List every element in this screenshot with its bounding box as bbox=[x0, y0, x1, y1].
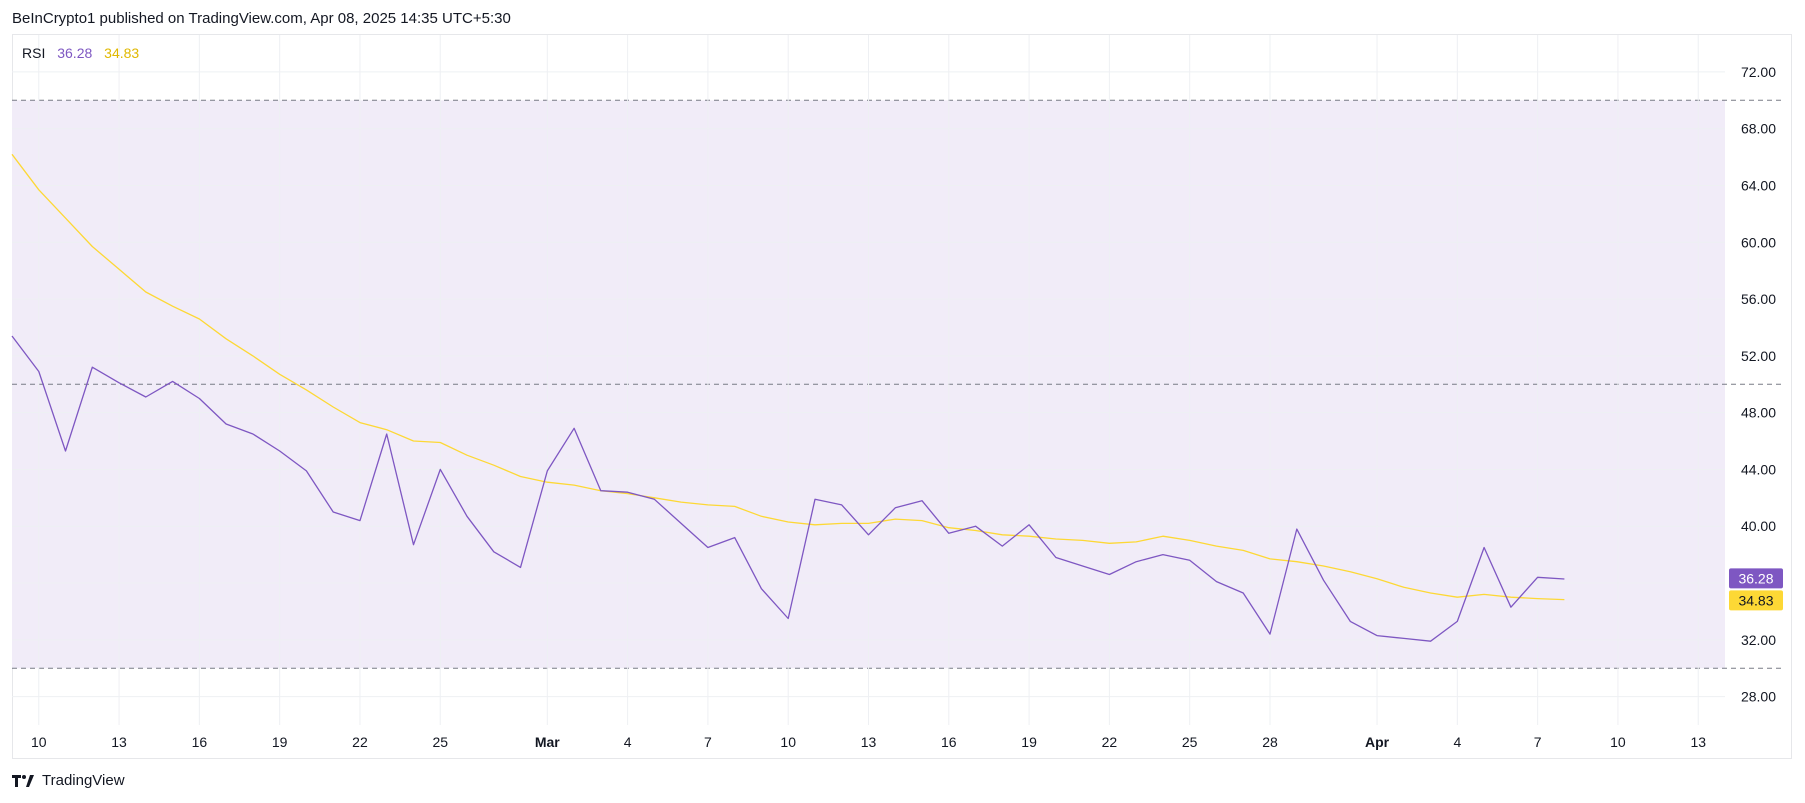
legend-ma-value: 34.83 bbox=[104, 45, 140, 61]
x-tick-label: 13 bbox=[1690, 734, 1706, 750]
x-tick-label: 25 bbox=[432, 734, 448, 750]
x-tick-label: 16 bbox=[192, 734, 208, 750]
legend-rsi-value: 36.28 bbox=[57, 45, 93, 61]
rsi-line[interactable] bbox=[11, 335, 1565, 642]
x-tick-label: 22 bbox=[1102, 734, 1118, 750]
tradingview-footer[interactable]: TradingView bbox=[12, 772, 125, 789]
y-tick-label: 64.00 bbox=[1741, 177, 1776, 193]
y-tick-label: 48.00 bbox=[1741, 405, 1776, 421]
value-tags: 36.28 34.83 bbox=[1729, 568, 1783, 611]
grid-layer bbox=[12, 35, 1725, 725]
y-tick-label: 52.00 bbox=[1741, 348, 1776, 364]
y-tick-label: 40.00 bbox=[1741, 518, 1776, 534]
x-tick-label: 22 bbox=[352, 734, 368, 750]
x-tick-label: 4 bbox=[1453, 734, 1461, 750]
rsi-ma-line[interactable] bbox=[11, 153, 1565, 601]
rsi-last-value-tag-text: 36.28 bbox=[1738, 570, 1773, 586]
x-tick-label: Apr bbox=[1365, 734, 1390, 750]
x-tick-label: 19 bbox=[1021, 734, 1037, 750]
x-tick-label: 28 bbox=[1262, 734, 1278, 750]
rsi-last-value-tag: 36.28 bbox=[1729, 568, 1783, 589]
indicator-legend[interactable]: RSI 36.28 34.83 bbox=[22, 45, 139, 61]
series-layer bbox=[11, 153, 1565, 642]
x-tick-label: 7 bbox=[704, 734, 712, 750]
y-tick-label: 28.00 bbox=[1741, 689, 1776, 705]
attribution-header: BeInCrypto1 published on TradingView.com… bbox=[12, 10, 511, 27]
x-tick-label: 7 bbox=[1534, 734, 1542, 750]
x-tick-label: Mar bbox=[535, 734, 560, 750]
y-tick-label: 32.00 bbox=[1741, 632, 1776, 648]
x-tick-label: 25 bbox=[1182, 734, 1198, 750]
ma-last-value-tag-text: 34.83 bbox=[1738, 592, 1773, 608]
legend-indicator-name: RSI bbox=[22, 45, 46, 61]
x-tick-label: 10 bbox=[780, 734, 796, 750]
y-tick-label: 56.00 bbox=[1741, 291, 1776, 307]
ma-last-value-tag: 34.83 bbox=[1729, 590, 1783, 611]
x-axis[interactable]: 10 13 16 19 22 25 Mar 4 7 10 13 16 19 22 25 28 Apr 4 7 10 13 bbox=[31, 734, 1706, 750]
x-tick-label: 13 bbox=[861, 734, 877, 750]
x-tick-label: 10 bbox=[31, 734, 47, 750]
x-tick-label: 13 bbox=[111, 734, 127, 750]
y-tick-label: 60.00 bbox=[1741, 234, 1776, 250]
x-tick-label: 19 bbox=[272, 734, 288, 750]
x-tick-label: 4 bbox=[624, 734, 632, 750]
y-tick-label: 68.00 bbox=[1741, 121, 1776, 137]
tradingview-brand: TradingView bbox=[42, 772, 125, 789]
y-tick-label: 72.00 bbox=[1741, 64, 1776, 80]
y-tick-label: 44.00 bbox=[1741, 461, 1776, 477]
tradingview-logo-icon bbox=[12, 774, 36, 788]
x-tick-label: 10 bbox=[1610, 734, 1626, 750]
x-tick-label: 16 bbox=[941, 734, 957, 750]
